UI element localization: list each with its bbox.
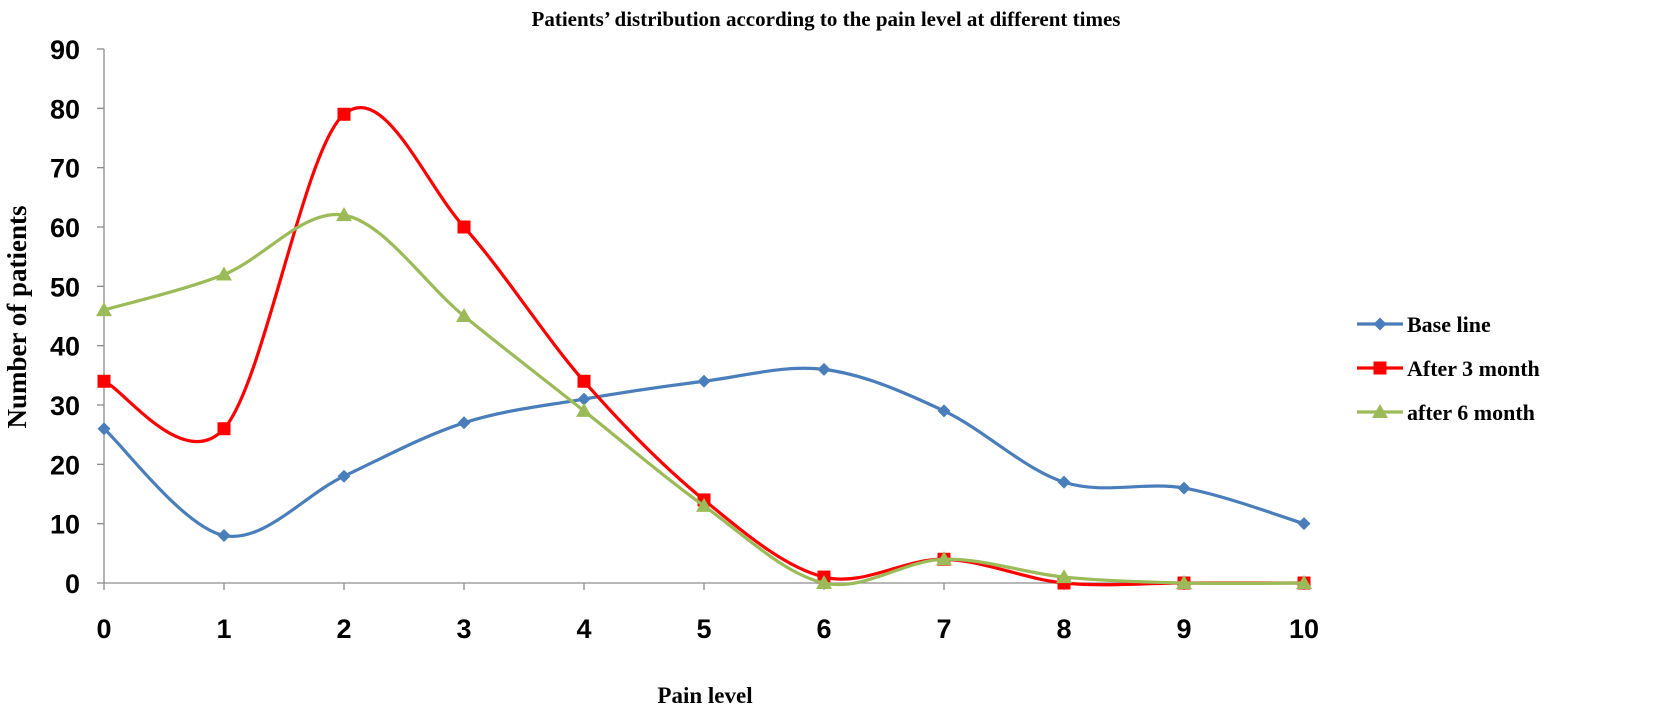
x-tick-label: 0 xyxy=(96,614,111,644)
data-point-after-6-month xyxy=(936,551,952,566)
y-tick-label: 80 xyxy=(50,94,80,124)
y-axis-ticks: 0 10 20 30 40 50 60 70 80 90 xyxy=(50,35,104,599)
y-tick-label: 60 xyxy=(50,213,80,243)
legend-item-after-3-month: After 3 month xyxy=(1357,356,1540,381)
y-tick-label: 70 xyxy=(50,154,80,184)
x-tick-label: 5 xyxy=(696,614,711,644)
x-axis-label: Pain level xyxy=(657,683,752,708)
x-tick-label: 6 xyxy=(816,614,831,644)
data-point-base-line xyxy=(697,374,711,388)
legend-item-base-line: Base line xyxy=(1357,312,1491,337)
legend-marker-after-6-month xyxy=(1372,404,1388,418)
y-tick-label: 90 xyxy=(50,35,80,65)
x-tick-label: 8 xyxy=(1056,614,1071,644)
data-point-after-6-month xyxy=(576,402,592,417)
data-point-after-3-month xyxy=(97,374,111,388)
chart-title: Patients’ distribution according to the … xyxy=(532,7,1121,31)
legend: Base line After 3 month after 6 month xyxy=(1357,312,1540,425)
data-point-after-6-month xyxy=(1056,569,1072,584)
data-point-after-6-month xyxy=(696,497,712,512)
data-point-after-3-month xyxy=(457,220,471,234)
data-point-after-6-month xyxy=(456,308,472,322)
data-point-after-6-month xyxy=(816,575,832,589)
legend-marker-after-3-month xyxy=(1373,361,1387,375)
series-after-6-month xyxy=(96,207,1312,589)
data-point-after-6-month xyxy=(1176,575,1192,589)
x-tick-label: 9 xyxy=(1176,614,1191,644)
legend-label-after-6-month: after 6 month xyxy=(1407,400,1535,425)
data-point-after-6-month xyxy=(1296,575,1312,589)
data-point-base-line xyxy=(97,422,111,436)
data-point-base-line xyxy=(1057,475,1071,489)
x-tick-label: 1 xyxy=(216,614,231,644)
x-tick-label: 3 xyxy=(456,614,471,644)
data-point-after-6-month xyxy=(336,207,352,222)
x-tick-label: 10 xyxy=(1289,614,1319,644)
y-tick-label: 40 xyxy=(50,332,80,362)
data-point-after-6-month xyxy=(216,266,232,281)
data-point-base-line xyxy=(217,529,231,543)
legend-marker-base-line xyxy=(1373,317,1387,331)
data-point-after-3-month xyxy=(577,374,591,388)
legend-item-after-6-month: after 6 month xyxy=(1357,400,1535,425)
data-point-base-line xyxy=(577,392,591,406)
x-tick-label: 2 xyxy=(336,614,351,644)
x-tick-label: 4 xyxy=(576,614,591,644)
series-line-after-3-month xyxy=(103,106,1304,587)
data-point-after-3-month xyxy=(337,107,351,121)
data-point-base-line xyxy=(937,404,951,418)
y-tick-label: 10 xyxy=(50,510,80,540)
data-point-base-line xyxy=(337,469,351,483)
y-tick-label: 0 xyxy=(65,569,80,599)
y-tick-label: 20 xyxy=(50,450,80,480)
data-point-base-line xyxy=(1177,481,1191,495)
data-point-after-6-month xyxy=(96,302,112,317)
series-line-after-6-month xyxy=(103,212,1305,587)
y-tick-label: 30 xyxy=(50,391,80,421)
x-tick-label: 7 xyxy=(936,614,951,644)
y-axis-label: Number of patients xyxy=(2,205,32,428)
series-base-line xyxy=(97,362,1311,543)
data-point-after-3-month xyxy=(217,422,231,436)
data-point-base-line xyxy=(1297,517,1311,531)
data-point-base-line xyxy=(817,362,831,376)
series-layer xyxy=(96,106,1312,590)
x-axis-ticks: 0 1 2 3 4 5 6 7 8 9 10 xyxy=(96,583,1319,644)
legend-label-after-3-month: After 3 month xyxy=(1407,356,1540,381)
y-tick-label: 50 xyxy=(50,272,80,302)
data-point-base-line xyxy=(457,416,471,430)
legend-label-base-line: Base line xyxy=(1407,312,1491,337)
